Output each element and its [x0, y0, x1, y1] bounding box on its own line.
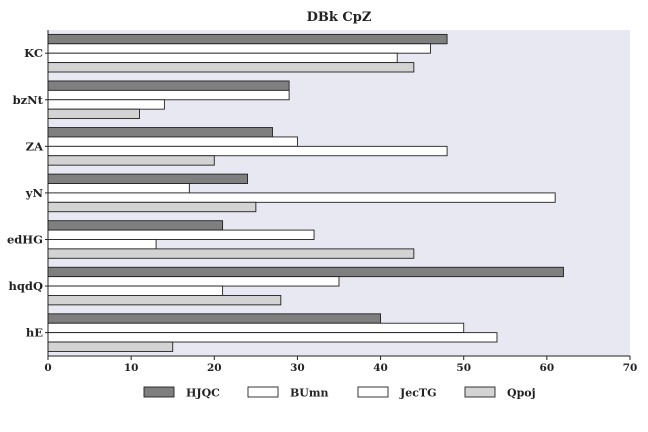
bar-yn-bumn: [47, 183, 190, 194]
bar-hqdq-bumn: [47, 276, 340, 287]
bar-bznt-hjqc: [47, 80, 290, 91]
bar-he-bumn: [47, 322, 465, 334]
chart-title: DBk CpZ: [307, 10, 372, 25]
y-axis: KC bzNt ZA yN edHG hqdQ hE: [7, 30, 49, 356]
category-label-yn: yN: [25, 186, 44, 200]
x-tick-label-0: 0: [44, 362, 51, 374]
legend-swatch-qpoj: [464, 386, 496, 398]
x-tick-label-40: 40: [373, 362, 388, 374]
bar-he-hjqc: [47, 313, 382, 324]
x-tick-label-60: 60: [540, 362, 555, 374]
bar-he-qpoj: [47, 341, 174, 352]
category-label-bznt: bzNt: [13, 93, 44, 107]
bar-yn-qpoj: [47, 201, 257, 213]
bar-edhg-qpoj: [47, 248, 415, 259]
legend-swatch-jectg: [357, 386, 389, 398]
x-tick-label-70: 70: [623, 362, 638, 374]
bar-edhg-bumn: [47, 229, 315, 240]
bar-yn-jectg: [47, 192, 556, 203]
legend: HJQC BUmn JecTG Qpoj: [143, 386, 536, 400]
bar-za-jectg: [47, 145, 448, 157]
bar-bznt-bumn: [47, 89, 290, 101]
legend-swatch-hjqc: [143, 386, 175, 398]
x-tick-label-20: 20: [207, 362, 222, 374]
bar-bznt-qpoj: [47, 108, 140, 120]
x-tick-label-50: 50: [456, 362, 471, 374]
bar-yn-hjqc: [47, 173, 248, 184]
legend-label-bumn: BUmn: [290, 387, 329, 400]
bars-layer: [47, 33, 564, 352]
bar-edhg-jectg: [47, 239, 157, 250]
legend-label-jectg: JecTG: [399, 387, 436, 400]
bar-za-qpoj: [47, 155, 215, 166]
legend-label-qpoj: Qpoj: [507, 387, 536, 400]
x-tick-label-30: 30: [290, 362, 305, 374]
bar-za-bumn: [47, 136, 298, 147]
bar-za-hjqc: [47, 127, 273, 138]
legend-label-hjqc: HJQC: [186, 387, 220, 400]
bar-edhg-hjqc: [47, 220, 224, 231]
category-label-kc: KC: [24, 46, 43, 60]
bar-kc-jectg: [47, 52, 398, 64]
bar-kc-qpoj: [47, 62, 415, 73]
bar-he-jectg: [47, 332, 498, 343]
x-tick-label-10: 10: [124, 362, 139, 374]
bar-kc-hjqc: [47, 33, 448, 45]
category-label-edhg: edHG: [7, 232, 43, 246]
bar-hqdq-jectg: [47, 285, 224, 296]
bar-kc-bumn: [47, 43, 431, 54]
bar-hqdq-qpoj: [47, 295, 282, 306]
bar-hqdq-hjqc: [47, 266, 564, 278]
category-label-he: hE: [26, 326, 43, 340]
bar-bznt-jectg: [47, 99, 165, 110]
legend-swatch-bumn: [247, 386, 279, 398]
x-axis: 0 10 20 30 40 50 60 70: [44, 355, 638, 374]
category-label-za: ZA: [26, 139, 44, 153]
category-label-hqdq: hqdQ: [9, 279, 43, 293]
